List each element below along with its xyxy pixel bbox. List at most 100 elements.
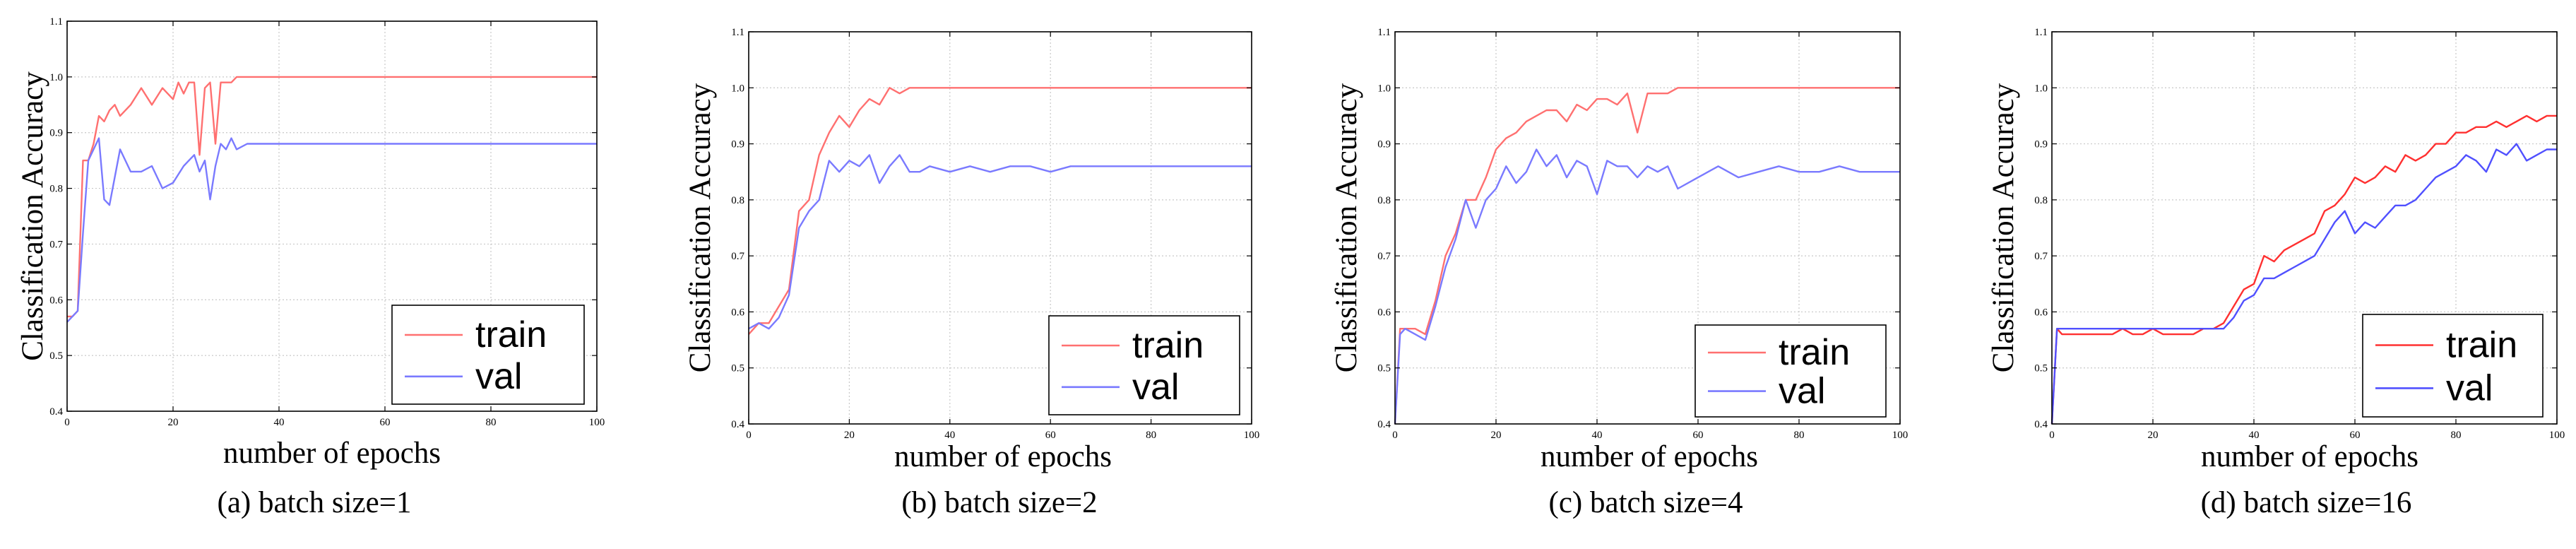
axes-frame (66, 20, 598, 412)
subfigure-caption: (c) batch size=4 (1549, 486, 1743, 519)
chart-panel-4: 0 20 40 60 80 100 0.4 0.5 0.6 0.7 0.8 0.9 1.0 1.1 Clas… (1987, 27, 2565, 519)
y-tick-label: 0.9 (1377, 139, 1391, 150)
x-tick-label: 100 (2549, 430, 2565, 441)
legend-label-train: train (1132, 325, 1204, 366)
y-tick-label: 0.5 (1377, 363, 1391, 374)
y-tick-label: 1.1 (731, 27, 744, 38)
series-line-train (67, 76, 597, 318)
x-tick-label: 80 (1794, 430, 1805, 441)
x-tick-label: 60 (1693, 430, 1704, 441)
y-tick-label: 1.0 (49, 72, 63, 83)
x-tick-label: 100 (1892, 430, 1909, 441)
axes-frame (748, 31, 1252, 425)
x-tick-label: 100 (1244, 430, 1260, 441)
y-tick-label: 0.6 (2034, 307, 2048, 318)
y-tick-label: 0.5 (731, 363, 744, 374)
y-tick-label: 0.4 (2034, 419, 2048, 430)
x-tick-label: 40 (274, 417, 285, 428)
y-tick-label: 0.6 (731, 307, 744, 318)
subfigure-caption: (a) batch size=1 (218, 486, 412, 519)
y-tick-label: 0.8 (49, 184, 63, 195)
x-tick-label: 60 (2350, 430, 2361, 441)
y-tick-label: 1.0 (2034, 83, 2048, 94)
axes-frame (1394, 31, 1901, 425)
legend-label-val: val (2446, 367, 2493, 408)
y-tick-label: 1.1 (2034, 27, 2048, 38)
y-tick-label: 0.6 (49, 295, 63, 306)
y-tick-label: 1.1 (1377, 27, 1391, 38)
y-tick-label: 0.7 (731, 251, 744, 262)
legend-label-train: train (1779, 332, 1850, 373)
y-tick-label: 0.7 (49, 239, 63, 250)
y-tick-label: 0.6 (1377, 307, 1391, 318)
x-tick-label: 20 (168, 417, 179, 428)
y-tick-label: 0.9 (49, 128, 63, 139)
x-tick-label: 60 (380, 417, 391, 428)
y-tick-label: 0.9 (2034, 139, 2048, 150)
y-tick-label: 0.4 (731, 419, 744, 430)
x-tick-label: 0 (64, 417, 70, 428)
legend-label-train: train (475, 314, 547, 355)
series-line-train (2050, 114, 2557, 425)
chart-panel-2: 0 20 40 60 80 100 0.4 0.5 0.6 0.7 0.8 0.9 1.0 1.1 Clas… (684, 27, 1259, 519)
legend-box (1048, 315, 1240, 415)
legend-label-val: val (475, 356, 522, 397)
series-line-train (748, 87, 1252, 335)
x-tick-label: 20 (844, 430, 855, 441)
y-axis-label: Classification Accuracy (16, 71, 49, 361)
legend-label-val: val (1132, 367, 1179, 408)
x-tick-label: 0 (1392, 430, 1398, 441)
y-tick-label: 0.5 (2034, 363, 2048, 374)
y-tick-label: 0.5 (49, 350, 63, 362)
y-tick-label: 0.9 (731, 139, 744, 150)
x-axis-label: number of epochs (1541, 440, 1758, 473)
legend-box (391, 305, 585, 405)
series-line-val (2050, 143, 2557, 425)
series-line-val (66, 137, 597, 323)
y-tick-label: 0.4 (49, 406, 63, 418)
x-tick-label: 100 (589, 417, 605, 428)
x-tick-label: 40 (944, 430, 955, 441)
x-tick-label: 80 (1146, 430, 1156, 441)
y-tick-label: 0.8 (1377, 195, 1391, 206)
x-axis-label: number of epochs (223, 437, 441, 470)
x-tick-label: 20 (2148, 430, 2159, 441)
series-line-val (748, 154, 1252, 330)
y-tick-label: 0.4 (1377, 419, 1391, 430)
y-tick-label: 0.8 (731, 195, 744, 206)
legend-label-val: val (1779, 371, 1825, 412)
axes-frame (2051, 31, 2558, 425)
legend-box (1694, 324, 1887, 418)
x-axis-label: number of epochs (2201, 440, 2418, 473)
legend-label-train: train (2446, 325, 2517, 366)
y-tick-label: 1.1 (49, 16, 63, 28)
y-tick-label: 1.0 (731, 83, 744, 94)
series-line-train (1394, 87, 1900, 425)
x-axis-label: number of epochs (894, 440, 1112, 473)
y-tick-label: 1.0 (1377, 83, 1391, 94)
x-tick-label: 80 (2451, 430, 2462, 441)
subfigure-caption: (b) batch size=2 (901, 486, 1097, 519)
y-axis-label: Classification Accuracy (1330, 83, 1363, 372)
x-tick-label: 0 (746, 430, 752, 441)
y-axis-label: Classification Accuracy (1987, 83, 2020, 372)
x-tick-label: 40 (1592, 430, 1603, 441)
chart-panel-1: 0 20 40 60 80 100 0.4 0.5 0.6 0.7 0.8 0.9 1.0 1.1 Clas… (16, 16, 605, 519)
y-tick-label: 0.7 (1377, 251, 1391, 262)
x-tick-label: 40 (2249, 430, 2260, 441)
x-tick-label: 0 (2049, 430, 2055, 441)
series-line-val (1394, 148, 1900, 425)
legend-box (2362, 314, 2544, 418)
y-tick-label: 0.7 (2034, 251, 2048, 262)
y-tick-label: 0.8 (2034, 195, 2048, 206)
x-tick-label: 20 (1491, 430, 1502, 441)
chart-panel-3: 0 20 40 60 80 100 0.4 0.5 0.6 0.7 0.8 0.9 1.0 1.1 Clas… (1330, 27, 1908, 519)
x-tick-label: 60 (1045, 430, 1056, 441)
x-tick-label: 80 (486, 417, 497, 428)
subfigure-caption: (d) batch size=16 (2201, 486, 2412, 519)
